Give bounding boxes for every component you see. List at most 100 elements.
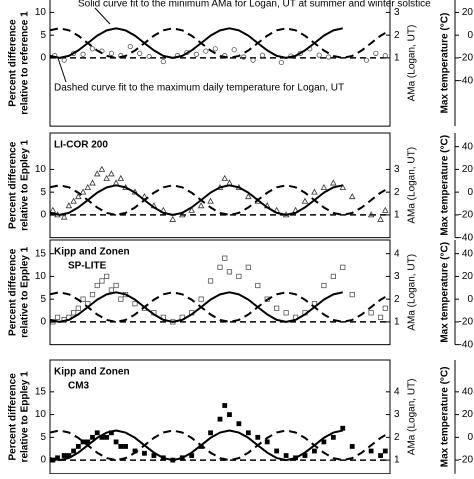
data-point — [118, 444, 124, 449]
data-point — [274, 305, 280, 311]
data-point — [70, 197, 77, 204]
y3-tick-label: 20 — [462, 271, 474, 282]
data-point — [382, 53, 388, 59]
panel: 0 5 10 15 1 2 3 4 -40 -20 0 20 40 Percent difference r… — [8, 239, 474, 350]
annotation: Dashed curve fit to the maximum daily te… — [54, 83, 344, 94]
data-point — [382, 448, 388, 454]
data-point — [255, 282, 261, 289]
data-point — [75, 305, 81, 311]
data-point — [142, 450, 147, 456]
data-point — [326, 54, 332, 60]
y-axis-title: relative to reference 1 — [20, 11, 31, 115]
y3-tick-label: -40 — [459, 232, 474, 243]
data-point — [301, 197, 309, 204]
y3-tick-label: 0 — [467, 294, 473, 305]
y3-tick-label: 40 — [462, 141, 474, 152]
data-point — [208, 430, 213, 436]
data-point — [54, 314, 61, 320]
y2-tick-label: 3 — [394, 164, 400, 175]
data-point — [103, 174, 110, 181]
data-point — [137, 50, 143, 56]
y-axis-title: relative to Eppley 1 — [20, 371, 31, 463]
ama-curve — [50, 184, 343, 216]
y-tick-label: 0 — [40, 317, 46, 328]
y-axis-title: Percent difference — [8, 373, 19, 461]
y2-tick-label: 1 — [394, 455, 400, 466]
data-point — [90, 434, 95, 440]
data-point — [146, 53, 152, 60]
y2-tick-label: 2 — [394, 432, 400, 443]
data-point — [377, 314, 384, 320]
y2-tick-label: 1 — [394, 53, 400, 64]
data-point — [278, 59, 284, 66]
ama-curve — [50, 27, 343, 59]
data-point — [283, 310, 289, 316]
plot-frame — [49, 0, 391, 127]
data-point — [348, 193, 356, 200]
annotation: Solid curve fit to the minimum AMa for L… — [78, 0, 431, 10]
y2-tick-label: 3 — [394, 7, 400, 18]
y3-tick-label: -40 — [459, 339, 474, 350]
y2-tick-label: 2 — [394, 187, 400, 198]
data-point — [99, 278, 105, 284]
data-point — [330, 179, 337, 186]
data-point — [212, 46, 218, 52]
data-point — [231, 47, 237, 53]
panel: 0 5 10 15 1 2 3 4 -20 0 20 40 Percent difference rela… — [8, 359, 474, 475]
data-point — [311, 188, 318, 195]
y-tick-label: 0 — [40, 53, 46, 64]
y3-tick-label: 20 — [462, 409, 474, 420]
y3-tick-label: 0 — [467, 432, 473, 443]
data-point — [367, 211, 375, 218]
data-point — [245, 193, 252, 200]
panel-title: LI-COR 200 — [54, 140, 108, 151]
data-point — [108, 287, 114, 293]
y3-tick-label: -40 — [459, 75, 474, 86]
data-point — [316, 52, 322, 58]
data-point — [127, 43, 133, 50]
y2-tick-label: 1 — [394, 210, 400, 221]
data-point — [132, 301, 138, 307]
data-point — [60, 213, 68, 220]
ama-curve — [50, 429, 343, 462]
data-point — [160, 58, 166, 65]
y-axis-title: relative to Eppley 1 — [20, 246, 31, 338]
data-point — [104, 273, 110, 280]
annotation-arrow — [94, 7, 111, 25]
y-tick-label: 10 — [35, 7, 47, 18]
data-point — [321, 282, 327, 289]
y3-axis-title: Max temperature (°C) — [440, 242, 451, 343]
data-point — [80, 439, 86, 445]
data-point — [236, 421, 242, 427]
plot-area — [50, 403, 390, 463]
data-point — [75, 444, 81, 449]
data-point — [80, 51, 86, 57]
annotation-arrow — [57, 57, 67, 83]
data-point — [71, 448, 77, 454]
y3-tick-label: -20 — [459, 455, 474, 466]
y-tick-label: 10 — [35, 164, 47, 175]
temperature-curve — [50, 27, 390, 59]
data-point — [340, 264, 346, 270]
plot-frame — [49, 239, 391, 346]
data-point — [226, 269, 233, 275]
y3-tick-label: -20 — [459, 53, 474, 64]
data-point — [373, 50, 379, 56]
data-point — [108, 170, 115, 177]
y-axis-title: Percent difference — [8, 19, 19, 107]
data-point — [94, 282, 100, 289]
y3-axis-title: Max temperature (°C) — [440, 135, 451, 236]
data-point — [339, 183, 347, 190]
data-point — [118, 296, 124, 302]
data-point — [363, 57, 369, 63]
data-point — [108, 50, 114, 56]
data-point — [79, 188, 87, 195]
data-point — [382, 206, 389, 213]
y-tick-label: 15 — [35, 248, 47, 259]
y2-tick-label: 3 — [394, 409, 400, 420]
y3-tick-label: 40 — [462, 248, 474, 259]
panel-title: SP-LITE — [68, 261, 107, 272]
data-point — [89, 179, 96, 186]
